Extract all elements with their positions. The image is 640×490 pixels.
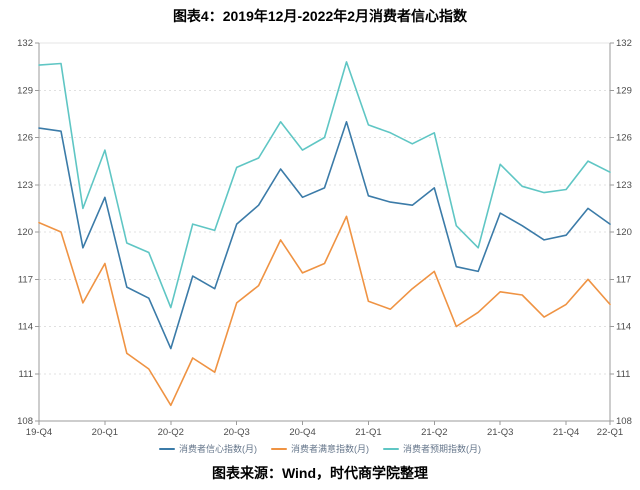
- x-tick-label: 21-Q4: [553, 427, 579, 438]
- x-tick-label: 20-Q2: [158, 427, 184, 438]
- y-tick-label-right: 117: [616, 274, 631, 285]
- legend-line-swatch: [159, 447, 175, 450]
- gridlines: [39, 42, 610, 375]
- x-tick-label: 21-Q1: [355, 427, 381, 438]
- legend-label: 消费者预期指数(月): [403, 444, 481, 454]
- y-tick-label-right: 132: [616, 38, 632, 49]
- x-axis-ticks: 19-Q4 20-Q1 20-Q2 20-Q3 20-Q4 21-Q1 21-Q2 21-Q3…: [26, 421, 623, 438]
- y-tick-label-left: 126: [17, 133, 33, 144]
- x-tick-label: 22-Q1: [597, 427, 623, 438]
- legend-line-swatch: [383, 447, 399, 450]
- chart-title: 图表4：2019年12月-2022年2月消费者信心指数: [172, 8, 468, 24]
- line-chart-canvas: 108 108 111 111 114 114 117 117 120 120 123 123 126 1…: [17, 38, 632, 438]
- y-tick-label-left: 111: [19, 369, 33, 380]
- y-tick-label-left: 132: [17, 38, 33, 49]
- y-tick-label-right: 126: [616, 133, 632, 144]
- legend-label: 消费者信心指数(月): [179, 444, 257, 454]
- legend-item: 消费者满意指数(月): [271, 442, 369, 455]
- y-tick-label-right: 123: [616, 180, 632, 191]
- y-axis-ticks: 108 108 111 111 114 114 117 117 120 120 123 123 126 1…: [17, 38, 632, 427]
- x-tick-label: 20-Q4: [289, 427, 315, 438]
- y-tick-label-right: 129: [616, 85, 632, 96]
- y-tick-label-right: 111: [616, 369, 630, 380]
- y-tick-label-right: 114: [616, 322, 631, 333]
- legend-line-swatch: [271, 447, 287, 450]
- x-tick-label: 20-Q3: [223, 427, 249, 438]
- legend-item: 消费者预期指数(月): [383, 442, 481, 455]
- chart-legend: 消费者信心指数(月) 消费者满意指数(月) 消费者预期指数(月): [0, 442, 640, 455]
- x-tick-label: 21-Q2: [421, 427, 447, 438]
- legend-label: 消费者满意指数(月): [291, 444, 369, 454]
- series-line-2: [38, 61, 611, 309]
- y-tick-label-right: 120: [616, 227, 632, 238]
- series-line-0: [38, 121, 611, 350]
- y-tick-label-left: 117: [18, 274, 33, 285]
- series-line-1: [38, 215, 611, 407]
- y-tick-label-left: 108: [17, 416, 33, 427]
- y-tick-label-right: 108: [616, 416, 632, 427]
- y-tick-label-left: 114: [18, 322, 33, 333]
- x-tick-label: 20-Q1: [92, 427, 118, 438]
- y-tick-label-left: 129: [17, 85, 33, 96]
- x-tick-label: 21-Q3: [487, 427, 513, 438]
- y-tick-label-left: 120: [17, 227, 33, 238]
- x-tick-label: 19-Q4: [26, 427, 52, 438]
- legend-item: 消费者信心指数(月): [159, 442, 257, 455]
- chart-source: 图表来源：Wind，时代商学院整理: [211, 465, 429, 481]
- y-tick-label-left: 123: [17, 180, 33, 191]
